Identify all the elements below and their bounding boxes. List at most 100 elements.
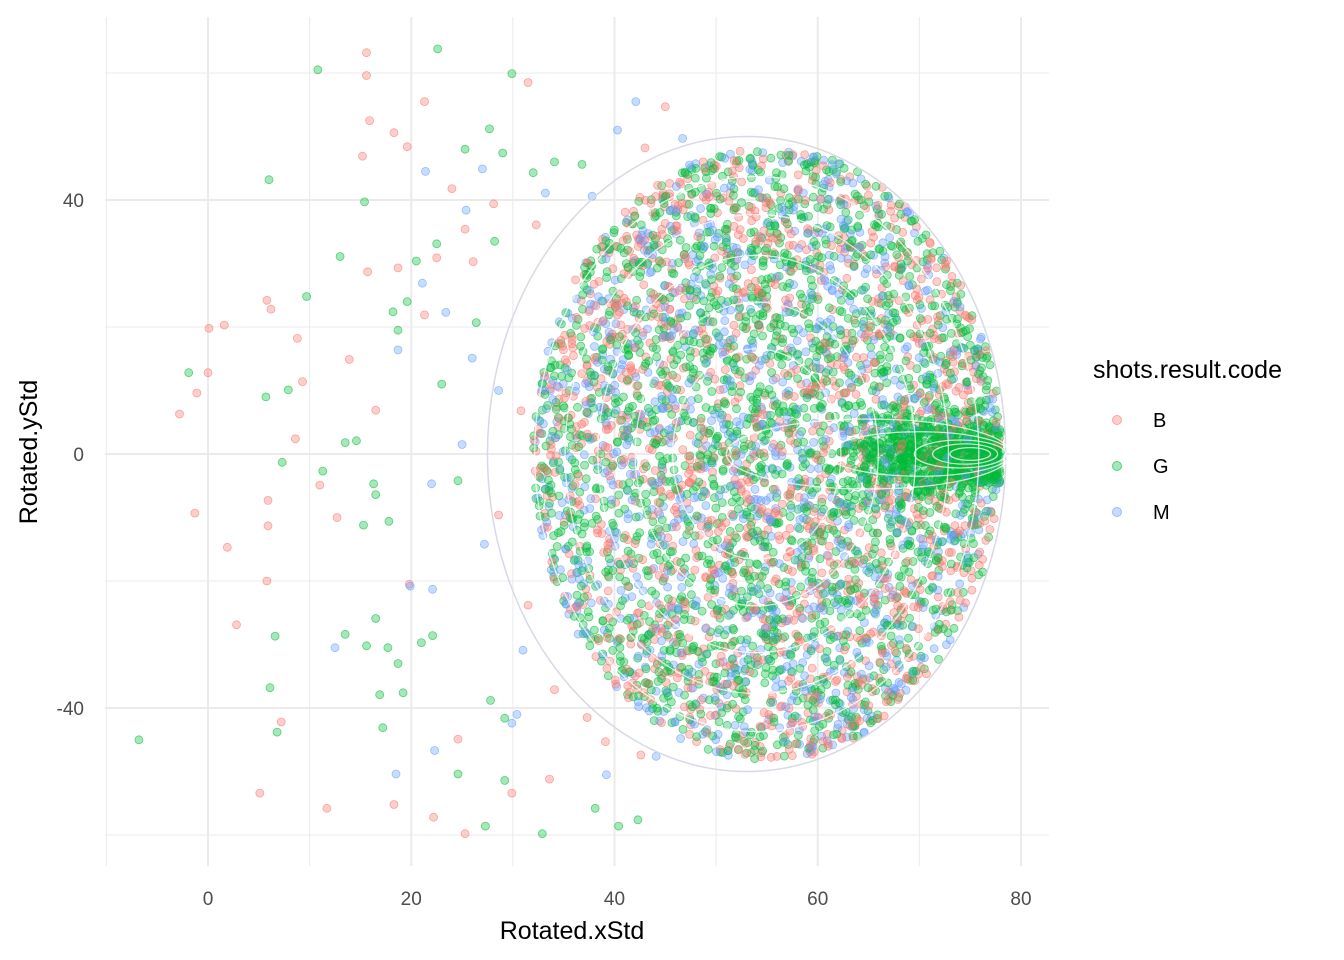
point-G (579, 592, 589, 602)
point-G (866, 342, 876, 352)
point-M (736, 449, 746, 459)
point-B (204, 323, 214, 333)
point-G (753, 560, 763, 569)
point-B (913, 603, 923, 612)
point-B (787, 482, 797, 492)
point-G (682, 530, 692, 540)
point-G (619, 392, 628, 402)
point-M (391, 769, 401, 779)
point-G (283, 385, 293, 395)
point-M (894, 635, 904, 644)
point-G (804, 485, 814, 495)
point-G (711, 503, 721, 513)
point-G (318, 466, 328, 476)
point-G (782, 460, 792, 470)
point-G (847, 712, 856, 722)
point-G (384, 516, 394, 526)
point-B (614, 634, 624, 643)
point-G (770, 401, 780, 411)
point-M (799, 513, 808, 523)
point-B (653, 180, 662, 190)
point-G (729, 190, 738, 200)
point-B (678, 445, 688, 455)
point-G (906, 541, 915, 551)
point-G (779, 184, 789, 194)
point-G (896, 265, 906, 274)
point-B (932, 263, 942, 273)
point-G (732, 271, 742, 281)
point-M (479, 539, 489, 549)
point-G (555, 465, 565, 475)
point-G (398, 688, 408, 698)
point-G (702, 173, 711, 183)
point-M (650, 397, 660, 407)
point-G (575, 487, 585, 497)
point-B (672, 522, 681, 532)
point-B (842, 273, 852, 283)
point-B (881, 697, 891, 706)
point-B (529, 435, 539, 445)
point-G (553, 528, 563, 538)
point-M (586, 494, 596, 504)
point-G (683, 212, 693, 222)
point-G (682, 489, 692, 499)
point-G (812, 477, 822, 487)
point-G (856, 398, 865, 407)
point-G (855, 210, 864, 220)
point-G (765, 615, 774, 624)
point-B (650, 466, 660, 475)
point-G (652, 352, 662, 362)
point-B (851, 389, 861, 399)
point-B (592, 382, 602, 392)
point-G (402, 297, 412, 307)
point-B (611, 679, 621, 689)
point-M (494, 386, 504, 395)
point-M (441, 307, 451, 317)
point-B (580, 324, 590, 333)
point-M (417, 278, 427, 288)
point-M (430, 746, 440, 755)
point-G (453, 769, 463, 779)
point-M (638, 236, 648, 246)
point-M (724, 279, 734, 289)
point-G (677, 592, 686, 601)
point-G (717, 498, 727, 508)
point-G (769, 717, 779, 727)
point-B (825, 178, 835, 188)
point-G (935, 404, 944, 414)
point-G (657, 674, 666, 684)
point-M (787, 696, 797, 705)
point-B (741, 739, 750, 748)
point-M (772, 488, 782, 498)
point-G (685, 301, 694, 310)
point-G (264, 175, 274, 185)
point-G (767, 209, 777, 219)
point-G (863, 435, 873, 445)
point-M (789, 280, 798, 290)
point-M (712, 747, 721, 756)
point-M (826, 314, 836, 324)
point-G (915, 314, 925, 323)
point-G (669, 360, 679, 369)
point-G (815, 554, 825, 564)
point-G (758, 746, 767, 756)
point-G (674, 258, 683, 268)
point-G (702, 649, 712, 659)
point-B (332, 513, 342, 522)
point-B (636, 750, 646, 760)
point-M (921, 286, 930, 296)
point-M (765, 588, 775, 598)
point-B (981, 536, 991, 545)
point-B (371, 405, 381, 415)
point-G (798, 293, 807, 303)
point-G (768, 665, 778, 675)
point-B (909, 380, 919, 390)
point-B (922, 669, 931, 679)
point-G (498, 148, 508, 158)
point-B (706, 367, 716, 377)
point-M (844, 522, 853, 532)
point-G (411, 256, 421, 266)
point-G (813, 203, 823, 212)
point-M (757, 420, 767, 429)
point-B (468, 257, 478, 267)
